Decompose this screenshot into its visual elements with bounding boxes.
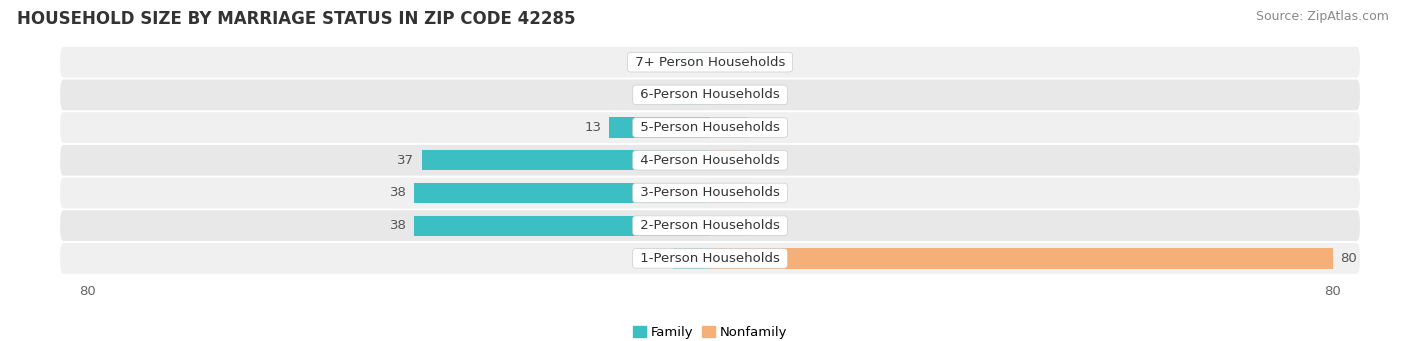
FancyBboxPatch shape (60, 79, 1360, 110)
Text: 0: 0 (762, 219, 769, 232)
Text: 37: 37 (398, 154, 415, 167)
Text: 0: 0 (762, 187, 769, 199)
Text: 2-Person Households: 2-Person Households (636, 219, 785, 232)
Text: 0: 0 (651, 252, 658, 265)
Text: 5-Person Households: 5-Person Households (636, 121, 785, 134)
Bar (710, 85, 748, 105)
Bar (672, 52, 710, 72)
Text: 0: 0 (762, 154, 769, 167)
Text: 80: 80 (1340, 252, 1357, 265)
Bar (710, 183, 748, 203)
Bar (710, 248, 1333, 268)
Text: 4-Person Households: 4-Person Households (636, 154, 785, 167)
Bar (710, 216, 748, 236)
Text: 0: 0 (762, 56, 769, 69)
Text: 38: 38 (389, 219, 406, 232)
Bar (415, 183, 710, 203)
Text: 3-Person Households: 3-Person Households (636, 187, 785, 199)
Bar (672, 248, 710, 268)
Bar (710, 52, 748, 72)
Text: 0: 0 (651, 56, 658, 69)
Text: 13: 13 (583, 121, 602, 134)
Text: 0: 0 (762, 88, 769, 101)
Text: 7+ Person Households: 7+ Person Households (631, 56, 789, 69)
FancyBboxPatch shape (60, 210, 1360, 241)
FancyBboxPatch shape (60, 145, 1360, 176)
Bar (609, 117, 710, 138)
FancyBboxPatch shape (60, 47, 1360, 77)
Bar (672, 85, 710, 105)
Bar (422, 150, 710, 170)
Text: Source: ZipAtlas.com: Source: ZipAtlas.com (1256, 10, 1389, 23)
Bar (415, 216, 710, 236)
FancyBboxPatch shape (60, 112, 1360, 143)
Text: 0: 0 (651, 88, 658, 101)
Text: 6-Person Households: 6-Person Households (636, 88, 785, 101)
Text: 38: 38 (389, 187, 406, 199)
Text: HOUSEHOLD SIZE BY MARRIAGE STATUS IN ZIP CODE 42285: HOUSEHOLD SIZE BY MARRIAGE STATUS IN ZIP… (17, 10, 575, 28)
Text: 0: 0 (762, 121, 769, 134)
Legend: Family, Nonfamily: Family, Nonfamily (627, 321, 793, 341)
FancyBboxPatch shape (60, 178, 1360, 208)
Bar (710, 117, 748, 138)
FancyBboxPatch shape (60, 243, 1360, 274)
Text: 1-Person Households: 1-Person Households (636, 252, 785, 265)
Bar (710, 150, 748, 170)
